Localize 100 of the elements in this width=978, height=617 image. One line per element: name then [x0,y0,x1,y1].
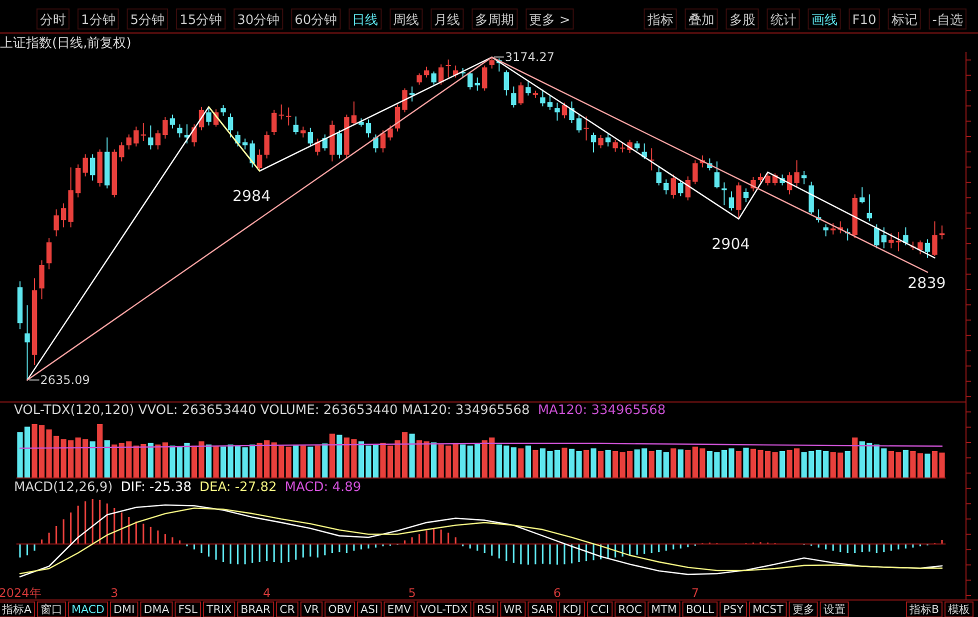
x-tick-label: 4 [263,586,271,600]
bar [779,451,786,478]
candlestick [896,232,902,252]
category-label: WR [504,603,523,616]
candlestick [228,112,234,138]
chart-title: VOL-TDX(120,120) VVOL: 263653440 VOLUME: 263653440 MA120: 334965568 [14,403,530,418]
candlestick [250,140,255,168]
candlestick [402,88,408,113]
annotation: 2984 [232,186,271,205]
candlestick [388,124,393,141]
category-label: 多周期 [475,13,514,28]
bar [460,444,466,478]
bar [431,442,437,478]
candlestick [562,102,568,119]
candlestick [170,114,176,129]
bar [678,449,684,478]
annotation: 2635.09 [40,373,90,387]
candlestick [416,72,422,86]
bar [293,444,299,478]
bar [902,450,908,478]
candlestick [743,188,749,203]
bar [525,446,531,478]
candlestick [278,104,284,120]
candlestick [336,130,342,159]
category-label: SAR [531,603,554,616]
candlestick [504,70,510,96]
category-label: DMI [114,603,135,616]
candlestick [300,126,306,138]
candlestick [489,56,494,70]
candlestick [540,89,546,107]
candlestick [866,194,872,222]
candlestick [823,224,828,237]
category-label: CR [280,603,296,616]
candlestick [438,64,444,86]
category-label: 指标 [646,13,674,28]
candlestick [39,260,44,300]
category-label: 更多 [792,603,814,616]
category-label: 统计 [770,13,796,28]
category-label: BOLL [686,603,715,616]
bar [336,434,342,478]
series-label: DEA: -27.82 [199,480,277,495]
candlestick [177,124,182,138]
candlestick [351,100,357,126]
candlestick [692,160,698,185]
category-label: 分时 [40,13,66,28]
bar [656,450,662,478]
candlestick [293,116,298,135]
candlestick [612,139,618,152]
bar [90,441,96,478]
candlestick [271,109,277,136]
bar [112,444,118,478]
candlestick [874,224,880,249]
candlestick [714,160,720,189]
category-label: VOL-TDX [420,603,468,616]
category-label: ROC [618,603,642,616]
candlestick [431,71,436,86]
candlestick [134,126,139,147]
candlestick [598,134,604,149]
category-label: BRAR [240,603,271,616]
candlestick [126,134,132,150]
bar [583,450,590,478]
candlestick [315,138,320,156]
chart-title: MACD(12,26,9) [14,480,113,495]
category-label: 设置 [823,603,846,616]
candlestick [924,238,930,258]
category-label: 1分钟 [81,13,116,28]
candlestick [373,134,378,153]
bar [409,434,415,478]
annotation: 3174.27 [504,50,555,64]
candlestick [235,130,240,147]
candlestick [664,178,669,195]
category-label: EMV [387,603,412,616]
bar [598,451,604,478]
candlestick [380,130,386,153]
bar [518,448,524,478]
candlestick [547,95,553,110]
candlestick [830,222,836,235]
category-label: CCI [590,603,610,616]
category-label: 日线 [352,13,378,28]
candlestick [590,132,596,153]
candlestick [881,226,887,249]
x-tick-label: 7 [691,586,699,600]
bar [104,440,110,478]
category-label: MCST [752,603,784,616]
candlestick [220,104,226,116]
candlestick [584,116,589,141]
bar [648,451,654,478]
candlestick [526,80,531,96]
bar [286,446,292,478]
category-label: 指标B [908,603,939,616]
bar [155,444,161,478]
candlestick [932,220,938,257]
bar [605,450,611,478]
category-label: 画线 [811,13,838,28]
category-label: 窗口 [40,603,63,616]
category-label: F10 [852,13,876,28]
x-tick-label: 5 [408,586,416,600]
candlestick [860,186,865,204]
bar [97,424,103,478]
bar [416,440,422,478]
